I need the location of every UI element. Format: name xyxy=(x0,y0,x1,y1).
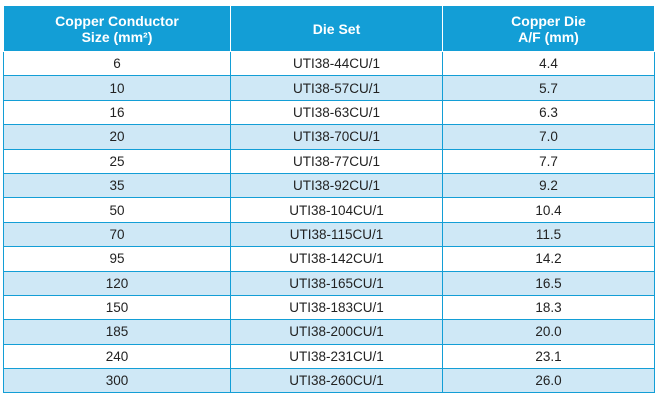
table-row: 120 UTI38-165CU/1 16.5 xyxy=(3,270,655,296)
copper-die-table: Copper Conductor Size (mm²) Die Set Copp… xyxy=(3,5,655,394)
cell-die-set: UTI38-231CU/1 xyxy=(230,343,443,370)
table-row: 95 UTI38-142CU/1 14.2 xyxy=(3,246,655,272)
table-row: 50 UTI38-104CU/1 10.4 xyxy=(3,197,655,223)
header-copper-die-af: Copper Die A/F (mm) xyxy=(442,5,655,52)
cell-die-af: 11.5 xyxy=(442,221,655,248)
table-row: 20 UTI38-70CU/1 7.0 xyxy=(3,124,655,150)
cell-conductor-size: 95 xyxy=(3,246,231,272)
cell-die-set: UTI38-92CU/1 xyxy=(230,172,443,199)
cell-conductor-size: 240 xyxy=(3,343,231,370)
cell-die-af: 14.2 xyxy=(442,246,655,272)
table-row: 240 UTI38-231CU/1 23.1 xyxy=(3,343,655,370)
table-row: 185 UTI38-200CU/1 20.0 xyxy=(3,319,655,345)
cell-die-set: UTI38-115CU/1 xyxy=(230,221,443,248)
cell-die-af: 4.4 xyxy=(442,50,655,77)
cell-die-set: UTI38-165CU/1 xyxy=(230,270,443,296)
cell-die-af: 18.3 xyxy=(442,294,655,321)
header-copper-die-af-line1: Copper Die xyxy=(511,12,586,29)
cell-die-set: UTI38-70CU/1 xyxy=(230,124,443,150)
cell-die-af: 26.0 xyxy=(442,368,655,394)
cell-die-af: 7.7 xyxy=(442,148,655,174)
cell-die-set: UTI38-63CU/1 xyxy=(230,99,443,126)
cell-conductor-size: 20 xyxy=(3,124,231,150)
cell-die-af: 10.4 xyxy=(442,197,655,223)
table-row: 150 UTI38-183CU/1 18.3 xyxy=(3,294,655,321)
cell-die-af: 23.1 xyxy=(442,343,655,370)
table-row: 70 UTI38-115CU/1 11.5 xyxy=(3,221,655,248)
header-conductor-size: Copper Conductor Size (mm²) xyxy=(3,5,231,52)
cell-die-af: 5.7 xyxy=(442,75,655,101)
table-row: 25 UTI38-77CU/1 7.7 xyxy=(3,148,655,174)
header-conductor-size-line2: Size (mm²) xyxy=(81,28,153,45)
table-row: 6 UTI38-44CU/1 4.4 xyxy=(3,50,655,77)
cell-die-set: UTI38-200CU/1 xyxy=(230,319,443,345)
cell-conductor-size: 16 xyxy=(3,99,231,126)
table-row: 16 UTI38-63CU/1 6.3 xyxy=(3,99,655,126)
header-row: Copper Conductor Size (mm²) Die Set Copp… xyxy=(3,5,655,52)
table-row: 300 UTI38-260CU/1 26.0 xyxy=(3,368,655,394)
cell-die-set: UTI38-77CU/1 xyxy=(230,148,443,174)
table-body: 6 UTI38-44CU/1 4.4 10 UTI38-57CU/1 5.7 16 UTI38… xyxy=(3,50,655,394)
cell-die-af: 20.0 xyxy=(442,319,655,345)
table-container: Copper Conductor Size (mm²) Die Set Copp… xyxy=(3,5,655,394)
cell-die-set: UTI38-142CU/1 xyxy=(230,246,443,272)
cell-conductor-size: 150 xyxy=(3,294,231,321)
cell-die-af: 7.0 xyxy=(442,124,655,150)
cell-conductor-size: 185 xyxy=(3,319,231,345)
header-copper-die-af-line2: A/F (mm) xyxy=(518,28,579,45)
table-row: 10 UTI38-57CU/1 5.7 xyxy=(3,75,655,101)
header-die-set: Die Set xyxy=(230,5,443,52)
cell-die-set: UTI38-260CU/1 xyxy=(230,368,443,394)
cell-die-set: UTI38-57CU/1 xyxy=(230,75,443,101)
cell-conductor-size: 70 xyxy=(3,221,231,248)
cell-die-set: UTI38-44CU/1 xyxy=(230,50,443,77)
cell-conductor-size: 50 xyxy=(3,197,231,223)
cell-conductor-size: 300 xyxy=(3,368,231,394)
header-die-set-label: Die Set xyxy=(312,20,361,37)
cell-die-set: UTI38-104CU/1 xyxy=(230,197,443,223)
cell-die-af: 6.3 xyxy=(442,99,655,126)
cell-conductor-size: 10 xyxy=(3,75,231,101)
cell-die-af: 9.2 xyxy=(442,172,655,199)
cell-conductor-size: 6 xyxy=(3,50,231,77)
cell-conductor-size: 35 xyxy=(3,172,231,199)
cell-conductor-size: 120 xyxy=(3,270,231,296)
cell-die-set: UTI38-183CU/1 xyxy=(230,294,443,321)
cell-conductor-size: 25 xyxy=(3,148,231,174)
table-row: 35 UTI38-92CU/1 9.2 xyxy=(3,172,655,199)
header-conductor-size-line1: Copper Conductor xyxy=(55,12,179,29)
cell-die-af: 16.5 xyxy=(442,270,655,296)
